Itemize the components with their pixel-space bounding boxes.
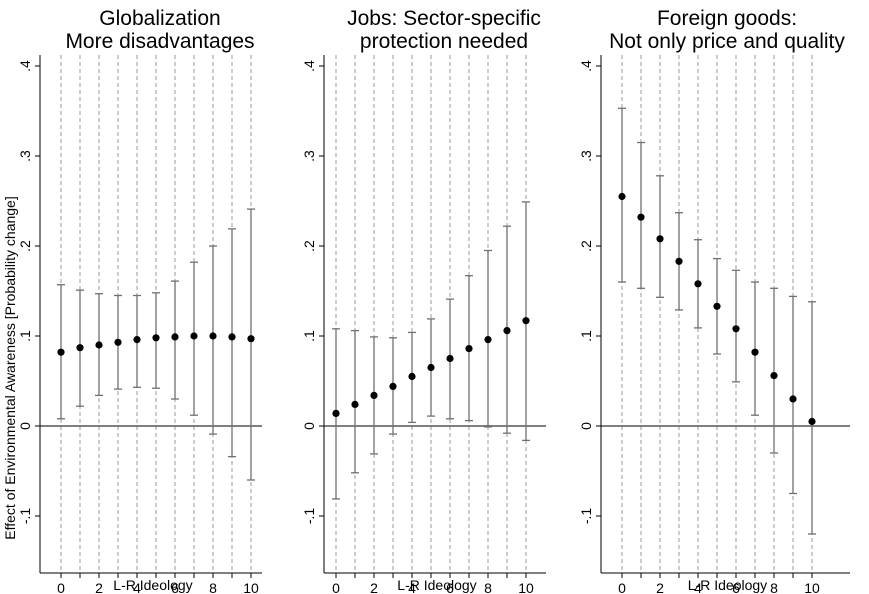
x-tick-label: 8 <box>484 580 492 594</box>
x-tick-label: 8 <box>209 580 217 594</box>
data-point <box>446 354 454 363</box>
data-point <box>751 348 759 356</box>
panel-3: Foreign goods:Not only price and quality… <box>578 7 850 594</box>
data-point <box>427 363 435 372</box>
y-tick-label: 0 <box>17 422 33 430</box>
x-tick-label: 2 <box>370 580 378 594</box>
x-axis-label: L-R Ideology <box>397 577 476 593</box>
x-tick-label: 2 <box>95 580 103 594</box>
data-point <box>484 336 492 344</box>
y-tick-label: .2 <box>301 240 317 252</box>
y-tick-label: .3 <box>578 150 594 162</box>
y-tick-label: .1 <box>17 330 33 342</box>
y-tick-label: .1 <box>301 330 317 342</box>
data-point <box>114 338 122 346</box>
panel-title-line: Globalization <box>99 7 220 30</box>
y-tick-label: -.1 <box>578 508 594 525</box>
y-tick-label: .2 <box>17 240 33 252</box>
y-tick-label: 0 <box>301 422 317 430</box>
panel-title-line: protection needed <box>360 30 528 53</box>
data-point <box>190 332 198 340</box>
data-point <box>76 344 84 352</box>
x-tick-label: 4 <box>133 580 141 594</box>
data-point <box>789 395 797 403</box>
panel-title-line: Jobs: Sector-specific <box>347 7 541 30</box>
x-tick-label: 6 <box>171 580 179 594</box>
data-point <box>228 333 236 341</box>
data-point <box>133 336 141 344</box>
data-point <box>656 235 664 243</box>
data-point <box>370 391 378 399</box>
data-point <box>808 417 816 426</box>
data-point <box>694 280 702 288</box>
x-tick-label: 6 <box>732 580 740 594</box>
data-point <box>637 213 645 221</box>
data-point <box>247 335 255 343</box>
data-point <box>152 334 160 342</box>
x-axis-label: L-R Ideology <box>688 577 767 593</box>
data-point <box>503 327 511 335</box>
data-point <box>332 409 340 417</box>
data-point <box>732 325 740 333</box>
y-tick-label: .4 <box>17 60 33 72</box>
x-tick-label: 8 <box>770 580 778 594</box>
data-point <box>171 333 179 341</box>
y-tick-label: .4 <box>301 60 317 72</box>
data-point <box>209 332 217 340</box>
y-tick-label: -.1 <box>301 508 317 525</box>
y-tick-label: .3 <box>17 150 33 162</box>
data-point <box>770 372 778 380</box>
panel-title-line: More disadvantages <box>65 30 254 53</box>
data-point <box>713 302 721 310</box>
panel-title-line: Foreign goods: <box>657 7 797 30</box>
y-axis-label: Effect of Environmental Awareness [Proba… <box>2 196 18 539</box>
data-point <box>408 372 416 381</box>
data-point <box>522 317 530 325</box>
y-tick-label: .2 <box>578 240 594 252</box>
panel-title-line: Not only price and quality <box>609 30 845 53</box>
x-tick-label: 10 <box>518 580 534 594</box>
y-tick-label: .3 <box>301 150 317 162</box>
data-point <box>465 345 473 353</box>
x-tick-label: 10 <box>804 580 820 594</box>
x-tick-label: 0 <box>57 580 65 594</box>
data-point <box>618 192 626 201</box>
x-tick-label: 4 <box>408 580 416 594</box>
x-tick-label: 10 <box>243 580 259 594</box>
y-tick-label: .1 <box>578 330 594 342</box>
data-point <box>351 400 359 408</box>
data-point <box>675 257 683 265</box>
x-tick-label: 2 <box>656 580 664 594</box>
y-tick-label: 0 <box>578 422 594 430</box>
y-tick-label: .4 <box>578 60 594 72</box>
x-tick-label: 6 <box>446 580 454 594</box>
x-tick-label: 0 <box>332 580 340 594</box>
data-point <box>389 382 397 390</box>
data-point <box>57 348 65 356</box>
x-tick-label: 4 <box>694 580 702 594</box>
y-tick-label: -.1 <box>17 508 33 525</box>
x-axis-label: L-R Ideology <box>113 577 192 593</box>
x-tick-label: 0 <box>618 580 626 594</box>
data-point <box>95 341 103 349</box>
